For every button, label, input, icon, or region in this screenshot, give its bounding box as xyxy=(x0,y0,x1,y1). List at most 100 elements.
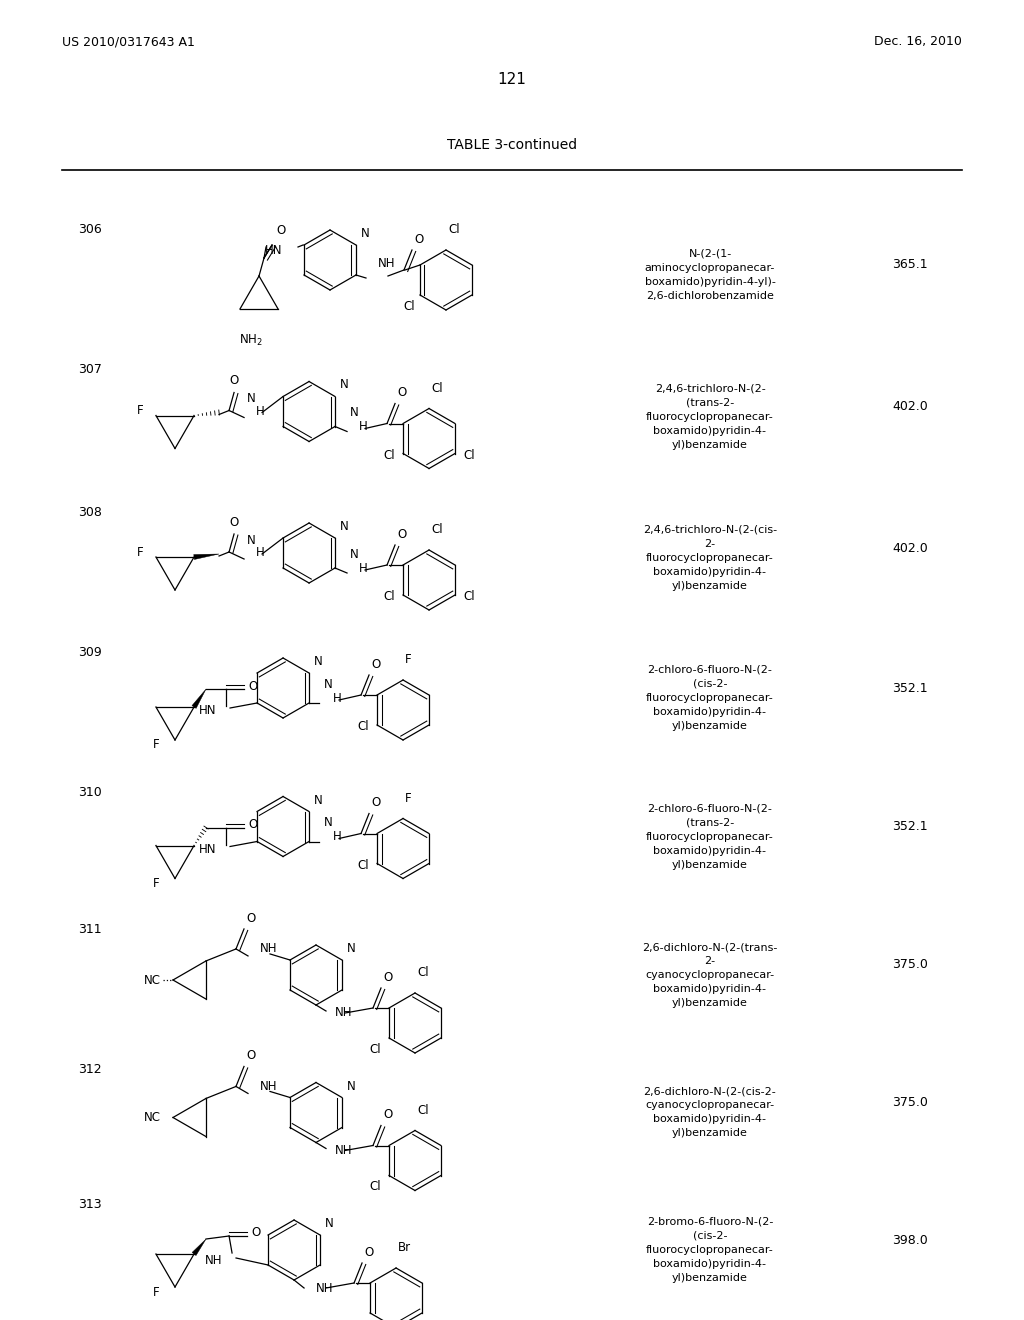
Text: 306: 306 xyxy=(78,223,101,236)
Text: O: O xyxy=(397,528,407,541)
Text: N: N xyxy=(361,227,370,240)
Text: NH: NH xyxy=(205,1254,222,1266)
Text: H: H xyxy=(333,692,342,705)
Text: Cl: Cl xyxy=(383,590,395,603)
Text: TABLE 3-continued: TABLE 3-continued xyxy=(446,139,578,152)
Text: Cl: Cl xyxy=(417,1104,429,1117)
Text: 313: 313 xyxy=(78,1199,101,1210)
Text: Cl: Cl xyxy=(383,449,395,462)
Text: NH: NH xyxy=(378,257,395,271)
Text: O: O xyxy=(383,972,392,983)
Text: O: O xyxy=(397,387,407,400)
Text: NC: NC xyxy=(144,1111,161,1125)
Text: Cl: Cl xyxy=(357,721,369,734)
Text: H: H xyxy=(256,405,265,418)
Text: Cl: Cl xyxy=(463,449,475,462)
Text: 307: 307 xyxy=(78,363,101,376)
Text: N: N xyxy=(314,655,323,668)
Text: Br: Br xyxy=(398,1241,412,1254)
Text: O: O xyxy=(246,1049,255,1063)
Text: NC: NC xyxy=(144,974,161,986)
Text: Cl: Cl xyxy=(370,1180,381,1193)
Text: 2-bromo-6-fluoro-N-(2-
(cis-2-
fluorocyclopropanecar-
boxamido)pyridin-4-
yl)ben: 2-bromo-6-fluoro-N-(2- (cis-2- fluorocyc… xyxy=(646,1217,774,1283)
Text: 312: 312 xyxy=(78,1063,101,1076)
Text: 402.0: 402.0 xyxy=(892,400,928,413)
Text: HN: HN xyxy=(199,705,216,718)
Text: F: F xyxy=(137,545,144,558)
Text: NH$_2$: NH$_2$ xyxy=(240,333,263,348)
Text: NH: NH xyxy=(335,1006,352,1019)
Text: F: F xyxy=(154,738,160,751)
Text: O: O xyxy=(371,796,380,809)
Text: Cl: Cl xyxy=(417,966,429,979)
Polygon shape xyxy=(193,1239,206,1255)
Text: F: F xyxy=(154,1286,160,1299)
Text: N: N xyxy=(347,1080,355,1093)
Text: H: H xyxy=(256,546,265,560)
Text: 375.0: 375.0 xyxy=(892,958,928,972)
Text: 402.0: 402.0 xyxy=(892,541,928,554)
Text: Cl: Cl xyxy=(463,590,475,603)
Text: H: H xyxy=(333,830,342,843)
Text: Cl: Cl xyxy=(370,1043,381,1056)
Text: O: O xyxy=(229,516,239,529)
Text: 308: 308 xyxy=(78,506,101,519)
Text: N: N xyxy=(314,793,323,807)
Text: O: O xyxy=(365,1246,374,1259)
Text: N: N xyxy=(349,407,358,420)
Text: F: F xyxy=(154,876,160,890)
Text: O: O xyxy=(229,375,239,388)
Text: O: O xyxy=(248,818,257,832)
Text: N-(2-(1-
aminocyclopropanecar-
boxamido)pyridin-4-yl)-
2,6-dichlorobenzamide: N-(2-(1- aminocyclopropanecar- boxamido)… xyxy=(644,249,775,301)
Text: N: N xyxy=(325,1217,334,1230)
Text: 2-chloro-6-fluoro-N-(2-
(cis-2-
fluorocyclopropanecar-
boxamido)pyridin-4-
yl)be: 2-chloro-6-fluoro-N-(2- (cis-2- fluorocy… xyxy=(646,665,774,731)
Text: H: H xyxy=(359,420,368,433)
Text: N: N xyxy=(247,535,255,546)
Text: NH: NH xyxy=(335,1144,352,1158)
Text: Cl: Cl xyxy=(403,300,415,313)
Text: N: N xyxy=(247,392,255,405)
Text: 375.0: 375.0 xyxy=(892,1096,928,1109)
Text: 2,4,6-trichloro-N-(2-
(trans-2-
fluorocyclopropanecar-
boxamido)pyridin-4-
yl)be: 2,4,6-trichloro-N-(2- (trans-2- fluorocy… xyxy=(646,384,774,450)
Polygon shape xyxy=(194,554,219,560)
Text: F: F xyxy=(137,404,144,417)
Text: HN: HN xyxy=(264,243,282,256)
Text: N: N xyxy=(349,548,358,561)
Text: NH: NH xyxy=(260,942,278,956)
Text: H: H xyxy=(359,561,368,574)
Text: 309: 309 xyxy=(78,645,101,659)
Polygon shape xyxy=(191,689,206,709)
Text: O: O xyxy=(383,1109,392,1122)
Text: Dec. 16, 2010: Dec. 16, 2010 xyxy=(874,36,962,49)
Text: N: N xyxy=(347,942,355,954)
Text: O: O xyxy=(276,224,286,238)
Text: F: F xyxy=(406,653,412,667)
Text: O: O xyxy=(251,1226,260,1239)
Text: N: N xyxy=(324,817,333,829)
Text: N: N xyxy=(340,379,349,392)
Text: 352.1: 352.1 xyxy=(892,681,928,694)
Text: F: F xyxy=(406,792,412,804)
Text: Cl: Cl xyxy=(431,523,442,536)
Text: HN: HN xyxy=(199,843,216,855)
Text: O: O xyxy=(414,234,423,246)
Text: Cl: Cl xyxy=(431,381,442,395)
Text: 398.0: 398.0 xyxy=(892,1233,928,1246)
Text: Cl: Cl xyxy=(447,223,460,236)
Text: 310: 310 xyxy=(78,785,101,799)
Text: N: N xyxy=(340,520,349,533)
Text: 2-chloro-6-fluoro-N-(2-
(trans-2-
fluorocyclopropanecar-
boxamido)pyridin-4-
yl): 2-chloro-6-fluoro-N-(2- (trans-2- fluoro… xyxy=(646,804,774,870)
Text: N: N xyxy=(324,678,333,690)
Text: O: O xyxy=(246,912,255,925)
Text: 2,6-dichloro-N-(2-(trans-
2-
cyanocyclopropanecar-
boxamido)pyridin-4-
yl)benzam: 2,6-dichloro-N-(2-(trans- 2- cyanocyclop… xyxy=(642,942,777,1008)
Text: O: O xyxy=(248,680,257,693)
Text: NH: NH xyxy=(260,1080,278,1093)
Text: 352.1: 352.1 xyxy=(892,820,928,833)
Text: 2,6-dichloro-N-(2-(cis-2-
cyanocyclopropanecar-
boxamido)pyridin-4-
yl)benzamide: 2,6-dichloro-N-(2-(cis-2- cyanocycloprop… xyxy=(644,1086,776,1138)
Text: 2,4,6-trichloro-N-(2-(cis-
2-
fluorocyclopropanecar-
boxamido)pyridin-4-
yl)benz: 2,4,6-trichloro-N-(2-(cis- 2- fluorocycl… xyxy=(643,525,777,591)
Text: 311: 311 xyxy=(78,923,101,936)
Text: 121: 121 xyxy=(498,73,526,87)
Text: NH: NH xyxy=(316,1282,334,1295)
Text: Cl: Cl xyxy=(357,859,369,873)
Text: O: O xyxy=(371,657,380,671)
